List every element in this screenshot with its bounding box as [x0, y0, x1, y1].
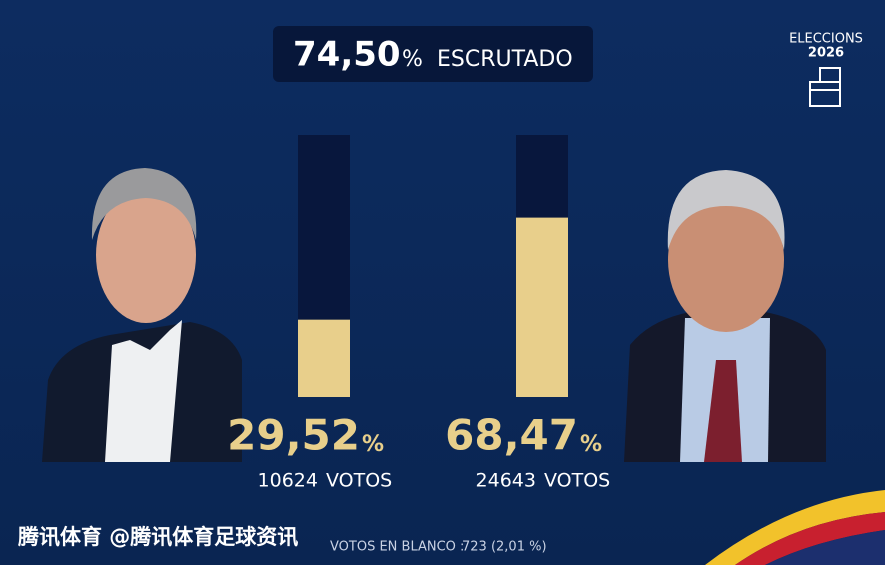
value-unit: % [362, 432, 384, 457]
value-unit: % [580, 432, 602, 457]
bar [298, 319, 350, 397]
logo-title: ELECCIONS [789, 32, 863, 47]
scrutiny-label: ESCRUTADO [437, 47, 573, 72]
votes-label: VOTOS [544, 470, 610, 492]
ballot-icon [809, 67, 841, 107]
blank-value: 723 (2,01 %) [462, 540, 547, 555]
logo-year: 2026 [808, 46, 844, 61]
scrutiny-unit: % [402, 47, 423, 72]
bar [516, 217, 568, 397]
flag-decoration [705, 490, 885, 565]
votes-label: VOTOS [326, 470, 392, 492]
candidate-right-photo [624, 170, 826, 462]
value-label: 68,47 [445, 411, 578, 460]
watermark: 腾讯体育 @腾讯体育足球资讯 [18, 525, 298, 549]
candidate-left-photo [42, 168, 242, 462]
scrutiny-value: 74,50 [293, 35, 401, 75]
blank-label: VOTOS EN BLANCO : [330, 540, 464, 555]
votes-count: 24643 [476, 470, 536, 492]
header-box [273, 26, 593, 82]
votes-count: 10624 [258, 470, 318, 492]
value-label: 29,52 [227, 411, 360, 460]
